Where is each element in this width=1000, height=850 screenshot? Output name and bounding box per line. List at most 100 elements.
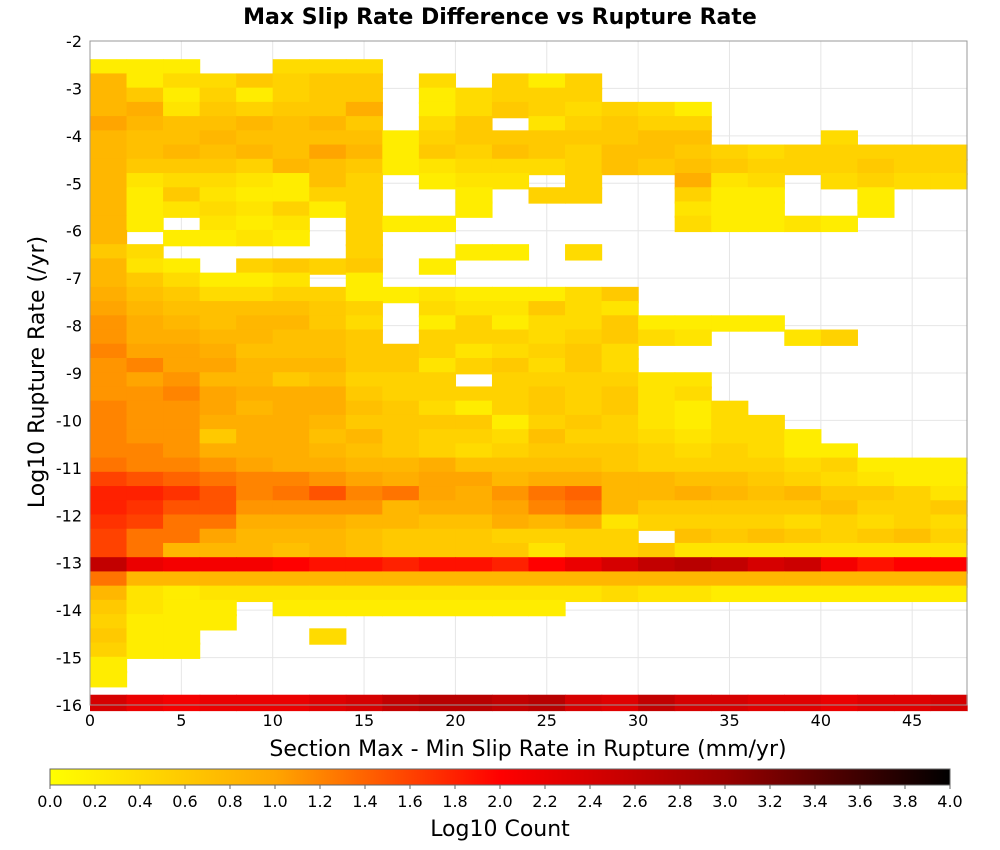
heatmap-cell xyxy=(199,471,237,489)
colorbar-tick-label: 0.0 xyxy=(37,792,62,811)
heatmap-cell xyxy=(126,343,164,361)
heatmap-cell xyxy=(638,101,676,119)
heatmap-cell xyxy=(90,244,128,261)
heatmap-cell xyxy=(199,585,237,603)
heatmap-cell xyxy=(674,400,712,418)
heatmap-cell xyxy=(163,87,201,105)
x-tick-label: 0 xyxy=(85,711,95,730)
heatmap-cell xyxy=(674,158,712,176)
y-axis-ticks: -16 -15 -14 -13 -12 -11 -10 -9 -8 -7 -6 -5 -4 -3 -2 xyxy=(56,32,82,715)
heatmap-cell xyxy=(491,414,530,432)
heatmap-cell xyxy=(528,542,566,560)
heatmap-cell xyxy=(382,599,420,617)
heatmap-cell xyxy=(163,514,201,531)
heatmap-cell xyxy=(236,585,274,603)
heatmap-cell xyxy=(309,329,347,346)
heatmap-cell xyxy=(455,386,493,403)
heatmap-cell xyxy=(784,542,822,560)
heatmap-cell xyxy=(309,471,347,489)
heatmap-cell xyxy=(345,158,383,176)
heatmap-cell xyxy=(601,443,639,460)
heatmap-cell xyxy=(565,386,603,403)
heatmap-cell xyxy=(163,286,201,304)
heatmap-cell xyxy=(565,471,603,489)
heatmap-cell xyxy=(747,694,785,712)
heatmap-cell xyxy=(309,301,347,318)
heatmap-cell xyxy=(893,500,932,517)
heatmap-cell xyxy=(601,357,639,375)
heatmap-cell xyxy=(491,315,530,332)
heatmap-cell xyxy=(418,571,457,588)
heatmap-cell xyxy=(236,286,274,304)
heatmap-cell xyxy=(126,215,164,233)
heatmap-cell xyxy=(199,386,237,403)
heatmap-cell xyxy=(236,500,274,517)
heatmap-cell xyxy=(90,116,128,133)
heatmap-cell xyxy=(601,286,639,304)
heatmap-cell xyxy=(345,443,383,460)
colorbar-tick-label: 2.8 xyxy=(667,792,692,811)
heatmap-cell xyxy=(528,286,566,304)
heatmap-cell xyxy=(236,542,274,560)
heatmap-cell xyxy=(236,158,274,176)
heatmap-cell xyxy=(747,542,785,560)
heatmap-cell xyxy=(747,457,785,474)
heatmap-cell xyxy=(90,642,128,659)
heatmap-cell xyxy=(455,116,493,133)
heatmap-cell xyxy=(90,628,128,645)
heatmap-cell xyxy=(236,571,274,588)
heatmap-cell xyxy=(455,571,493,588)
heatmap-cell xyxy=(382,542,420,560)
heatmap-cell xyxy=(345,215,383,233)
heatmap-cell xyxy=(491,144,530,161)
heatmap-cell xyxy=(601,694,639,712)
heatmap-cell xyxy=(638,130,676,147)
colorbar-label: Log10 Count xyxy=(430,817,570,842)
heatmap-cell xyxy=(236,471,274,489)
heatmap-cell xyxy=(199,443,237,460)
heatmap-cell xyxy=(126,571,164,588)
heatmap-cell xyxy=(601,301,639,318)
heatmap-cell xyxy=(418,599,457,617)
heatmap-cell xyxy=(90,201,128,218)
heatmap-cell xyxy=(126,258,164,275)
heatmap-cell xyxy=(528,372,566,389)
heatmap-cell xyxy=(126,642,164,659)
heatmap-cell xyxy=(272,130,310,147)
heatmap-cell xyxy=(601,557,639,574)
heatmap-cell xyxy=(784,694,822,712)
heatmap-cell xyxy=(491,244,530,261)
x-axis-label: Section Max - Min Slip Rate in Rupture (… xyxy=(269,737,786,762)
heatmap-cell xyxy=(163,158,201,176)
heatmap-cell xyxy=(601,571,639,588)
heatmap-cell xyxy=(565,130,603,147)
y-tick-label: -15 xyxy=(56,649,82,668)
y-tick-label: -16 xyxy=(56,696,82,715)
heatmap-cell xyxy=(711,528,749,546)
heatmap-cell xyxy=(820,130,858,147)
heatmap-cell xyxy=(345,429,383,446)
heatmap-cell xyxy=(638,457,676,474)
heatmap-cell xyxy=(199,514,237,531)
heatmap-cell xyxy=(565,443,603,460)
heatmap-cell xyxy=(930,542,968,560)
heatmap-cell xyxy=(601,514,639,531)
heatmap-cell xyxy=(674,429,712,446)
heatmap-cell xyxy=(236,400,274,418)
heatmap-cell xyxy=(711,471,749,489)
heatmap-cell xyxy=(638,372,676,389)
heatmap-cell xyxy=(528,514,566,531)
heatmap-cell xyxy=(528,87,566,105)
heatmap-cell xyxy=(820,173,858,190)
heatmap-cell xyxy=(272,471,310,489)
heatmap-cell xyxy=(90,599,128,617)
colorbar-tick-label: 2.6 xyxy=(622,792,647,811)
heatmap-cell xyxy=(455,187,493,204)
heatmap-cell xyxy=(601,528,639,546)
heatmap-cell xyxy=(601,486,639,503)
heatmap-cell xyxy=(565,514,603,531)
heatmap-cell xyxy=(199,144,237,161)
heatmap-cell xyxy=(199,187,237,204)
heatmap-cell xyxy=(455,557,493,574)
heatmap-cell xyxy=(820,329,858,346)
